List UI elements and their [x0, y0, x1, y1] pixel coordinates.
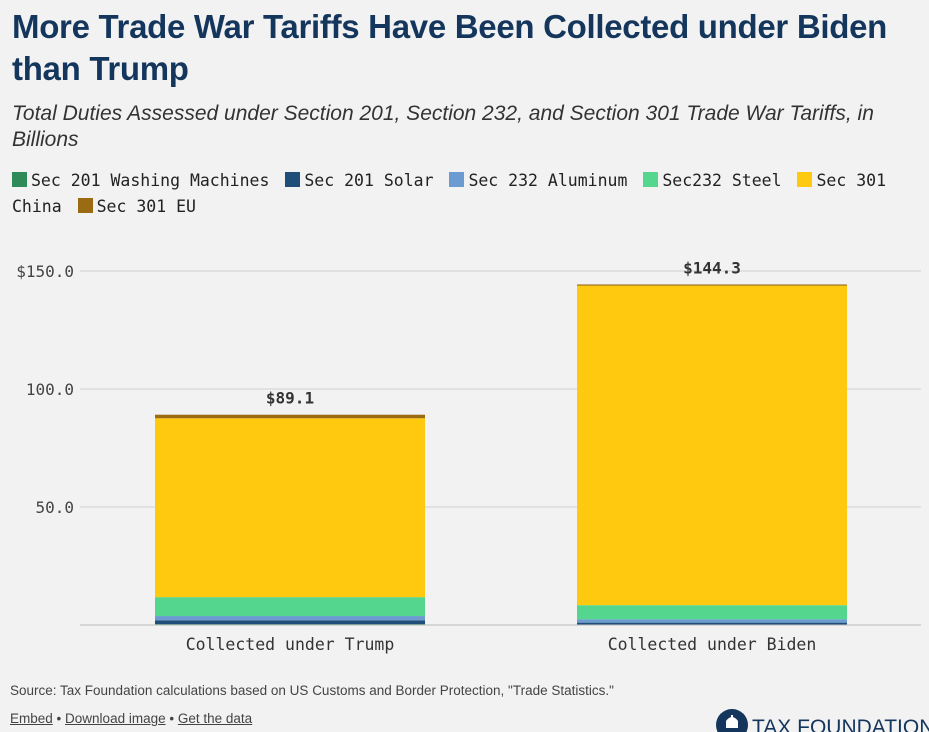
legend-item: Sec 301 EU: [77, 197, 196, 216]
legend-item: Sec 301 China: [12, 171, 886, 216]
legend-item: Sec 201 Washing Machines: [12, 171, 269, 190]
download-image-link[interactable]: Download image: [65, 711, 166, 726]
legend-swatch: [643, 172, 659, 187]
chart-title: More Trade War Tariffs Have Been Collect…: [12, 8, 888, 87]
y-tick-label: 50.0: [35, 498, 74, 517]
legend-item: Sec232 Steel: [643, 171, 782, 190]
legend-label: Sec 301 China: [12, 171, 887, 216]
bar-total-label: $144.3: [683, 258, 741, 277]
source-note: Source: Tax Foundation calculations base…: [10, 683, 614, 698]
legend: Sec 201 Washing Machines Sec 201 Solar S…: [12, 168, 917, 220]
bar-segment: [155, 418, 425, 598]
bar-segment: [155, 620, 425, 625]
bar-segment: [577, 622, 847, 625]
x-category-label: Collected under Biden: [608, 635, 817, 654]
legend-item: Sec 201 Solar: [285, 171, 434, 190]
link-separator: •: [169, 711, 175, 726]
legend-label: Sec 232 Aluminum: [468, 171, 628, 190]
legend-swatch: [449, 172, 465, 187]
legend-swatch: [77, 198, 93, 213]
bar-segment: [155, 414, 425, 419]
bar-total-label: $89.1: [266, 389, 314, 408]
legend-label: Sec 201 Washing Machines: [31, 171, 270, 190]
logo-text: TAX FOUNDATION: [752, 716, 929, 732]
stacked-bar-chart: 50.0 100.0 $150.0 $89.1 Collected under Trum…: [16, 258, 921, 654]
bar-segment: [577, 619, 847, 623]
legend-swatch: [285, 172, 301, 187]
bar-segment: [577, 605, 847, 620]
legend-label: Sec 301 EU: [96, 197, 196, 216]
bar-segment: [577, 284, 847, 286]
footer-links: Embed • Download image • Get the data: [10, 711, 252, 726]
legend-label: Sec232 Steel: [662, 171, 782, 190]
get-data-link[interactable]: Get the data: [177, 711, 253, 726]
bar-segment: [577, 285, 847, 606]
legend-item: Sec 232 Aluminum: [449, 171, 627, 190]
capitol-dome-icon: [716, 709, 748, 732]
tax-foundation-logo: TAX FOUNDATION: [716, 708, 929, 732]
y-tick-label: 100.0: [26, 380, 74, 399]
embed-link[interactable]: Embed: [10, 711, 53, 726]
legend-swatch: [12, 172, 27, 187]
y-tick-label: $150.0: [16, 262, 74, 281]
legend-swatch: [797, 172, 813, 187]
link-separator: •: [56, 711, 62, 726]
x-category-label: Collected under Trump: [186, 635, 395, 654]
bar-segment: [155, 616, 425, 621]
bar-segment: [155, 597, 425, 617]
legend-label: Sec 201 Solar: [304, 171, 434, 190]
chart-subtitle: Total Duties Assessed under Section 201,…: [12, 102, 874, 151]
